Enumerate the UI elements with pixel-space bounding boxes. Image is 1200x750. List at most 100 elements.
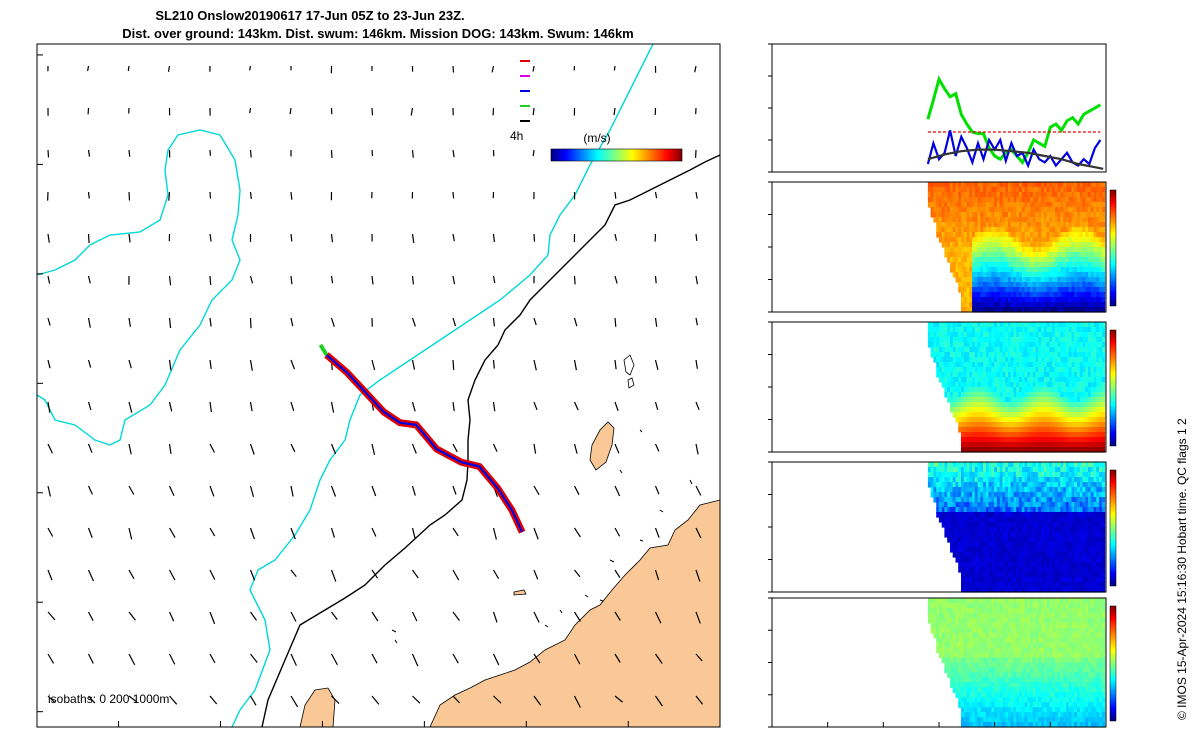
heatmap-cell: [966, 192, 970, 198]
heatmap-cell: [961, 187, 965, 193]
heatmap-cell: [1096, 367, 1100, 373]
heatmap-cell: [1054, 512, 1059, 518]
velocity-arrow: [452, 653, 459, 664]
heatmap-cell: [1046, 502, 1050, 508]
velocity-arrow: [654, 317, 658, 327]
heatmap-cell: [1038, 222, 1042, 228]
heatmap-cell: [966, 372, 970, 378]
velocity-arrow: [614, 653, 621, 663]
heatmap-cell: [1096, 437, 1100, 443]
heatmap-cell: [1090, 422, 1095, 428]
heatmap-cell: [1019, 262, 1023, 268]
heatmap-cell: [1068, 512, 1073, 518]
heatmap-cell: [977, 397, 981, 403]
heatmap-cell: [1093, 342, 1097, 348]
heatmap-cell: [1054, 582, 1059, 588]
heatmap-cell: [988, 307, 992, 313]
heatmap-cell: [1052, 482, 1056, 488]
heatmap-cell: [947, 392, 951, 398]
heatmap-cell: [988, 287, 992, 293]
heatmap-cell: [991, 467, 995, 473]
heatmap-cell: [1096, 197, 1100, 203]
heatmap-cell: [963, 322, 968, 328]
heatmap-cell: [1071, 267, 1075, 273]
heatmap-cell: [966, 327, 970, 333]
heatmap-cell: [1065, 407, 1070, 413]
heatmap-cell: [1008, 227, 1012, 233]
heatmap-cell: [944, 472, 948, 478]
heatmap-cell: [927, 202, 932, 208]
heatmap-cell: [961, 202, 965, 208]
heatmap-cell: [1096, 222, 1100, 228]
heatmap-cell: [966, 512, 970, 518]
heatmap-cell: [1060, 572, 1064, 578]
heatmap-cell: [961, 512, 965, 518]
heatmap-cell: [1099, 232, 1103, 238]
heatmap-cell: [977, 512, 981, 518]
heatmap-cell: [1054, 272, 1059, 278]
heatmap-cell: [936, 217, 940, 223]
heatmap-cell: [963, 272, 968, 278]
heatmap-cell: [1035, 517, 1039, 523]
heatmap-cell: [1046, 507, 1050, 513]
heatmap-cell: [1021, 332, 1026, 338]
heatmap-cell: [1093, 422, 1097, 428]
heatmap-cell: [1002, 232, 1006, 238]
heatmap-cell: [1090, 467, 1095, 473]
heatmap-cell: [1074, 447, 1078, 453]
heatmap-cell: [1071, 472, 1075, 478]
heatmap-cell: [1099, 537, 1103, 543]
heatmap-cell: [927, 482, 932, 488]
heatmap-cell: [947, 322, 951, 328]
heatmap-cell: [933, 212, 937, 218]
heatmap-cell: [1005, 257, 1009, 263]
heatmap-cell: [1046, 557, 1050, 563]
heatmap-cell: [1005, 342, 1009, 348]
heatmap-cell: [1030, 447, 1034, 453]
heatmap-cell: [1005, 197, 1009, 203]
heatmap-cell: [938, 212, 943, 218]
heatmap-cell: [1032, 557, 1037, 563]
heatmap-cell: [1079, 292, 1084, 298]
heatmap-cell: [930, 598, 934, 604]
heatmap-cell: [963, 277, 968, 283]
heatmap-cell: [952, 327, 957, 333]
heatmap-cell: [988, 192, 992, 198]
heatmap-cell: [1010, 542, 1015, 548]
heatmap-cell: [1068, 527, 1073, 533]
heatmap-cell: [1002, 207, 1006, 213]
velocity-arrow: [695, 401, 700, 411]
heatmap-cell: [1096, 187, 1100, 193]
heatmap-cell: [1063, 357, 1067, 363]
velocity-axes-frame: [771, 43, 1107, 173]
heatmap-cell: [983, 192, 987, 198]
heatmap-cell: [1093, 277, 1097, 283]
heatmap-cell: [941, 182, 946, 188]
heatmap-cell: [1043, 542, 1048, 548]
heatmap-cell: [1041, 487, 1045, 493]
heatmap-cell: [1016, 192, 1020, 198]
heatmap-cell: [1071, 492, 1075, 498]
heatmap-cell: [1005, 337, 1009, 343]
heatmap-cell: [1052, 322, 1056, 328]
heatmap-cell: [1085, 272, 1089, 278]
heatmap-cell: [1085, 587, 1089, 593]
heatmap-cell: [944, 527, 948, 533]
heatmap-cell: [930, 187, 934, 193]
heatmap-cell: [1035, 212, 1039, 218]
heatmap-cell: [944, 362, 948, 368]
heatmap-cell: [1041, 387, 1045, 393]
heatmap-cell: [1046, 332, 1050, 338]
heatmap-cell: [1099, 387, 1103, 393]
heatmap-cell: [1079, 402, 1084, 408]
heatmap-cell: [1060, 467, 1064, 473]
heatmap-cell: [1041, 427, 1045, 433]
heatmap-cell: [994, 587, 998, 593]
heatmap-cell: [941, 322, 946, 328]
heatmap-cell: [1074, 207, 1078, 213]
heatmap-cell: [974, 497, 979, 503]
heatmap-cell: [944, 377, 948, 383]
heatmap-cell: [1054, 257, 1059, 263]
heatmap-cell: [1063, 467, 1067, 473]
heatmap-cell: [1010, 372, 1015, 378]
